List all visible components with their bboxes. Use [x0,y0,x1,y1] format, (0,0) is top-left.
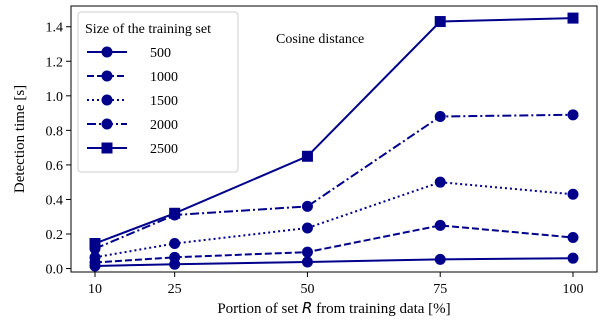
legend-title: Size of the training set [85,22,211,37]
data-point-2000 [567,109,579,121]
legend-marker-2000 [101,118,113,130]
plot-area [70,5,598,273]
legend-marker-500 [101,46,113,58]
legend-item-1000: 1000 [87,70,178,85]
x-tick-label: 75 [433,282,447,297]
legend-item-500: 500 [87,46,171,61]
x-tick-label: 100 [563,282,584,297]
series-line-1000 [94,224,574,264]
y-tick-label: 1.0 [46,90,64,105]
legend-item-2000: 2000 [87,118,178,133]
data-point-2000 [301,200,313,212]
y-tick-label: 1.4 [46,21,64,36]
series-line-1500 [94,181,574,259]
legend-items: 500 1000 1500 2000 2500 [87,46,178,157]
legend-marker-2500 [101,142,113,154]
x-axis-title: Portion of set R from training data [%] [217,299,450,317]
series-2500 [89,12,579,249]
x-tick-label: 25 [168,282,182,297]
data-point-1000 [169,251,181,263]
y-tick-label: 0.0 [46,263,64,278]
chart-annotation: Cosine distance [276,32,364,47]
series-line-500 [94,257,574,267]
data-point-500 [434,253,446,265]
legend-marker-1500 [101,94,113,106]
series-layer [89,12,579,272]
x-axis-title-part: Portion of set [217,301,302,317]
data-point-1500 [169,238,181,249]
x-axis-title-part: from training data [%] [312,301,450,317]
series-line-2000 [94,113,574,250]
legend-item-2500: 2500 [87,142,178,157]
data-point-1000 [434,219,446,231]
data-point-1000 [301,246,313,258]
y-axis: 0.0 0.2 0.4 0.6 0.8 1.0 1.2 1.4 [46,21,71,278]
data-point-1500 [301,222,313,234]
y-tick-label: 0.8 [46,124,64,139]
y-axis-title: Detection time [s] [12,85,28,193]
data-point-2500 [89,238,101,249]
data-point-2500 [434,16,446,28]
data-point-2000 [434,111,446,123]
y-tick-label: 0.4 [46,193,64,208]
y-tick-label: 0.2 [46,228,64,243]
legend-label-2000: 2000 [150,118,178,133]
data-point-500 [301,256,313,268]
series-1000 [89,219,579,268]
legend-label-2500: 2500 [150,142,178,157]
data-point-2500 [567,12,579,24]
legend-label-1000: 1000 [150,70,178,85]
data-point-1000 [567,231,579,243]
data-point-500 [567,252,579,264]
legend-label-1500: 1500 [150,94,178,109]
legend-item-1500: 1500 [87,94,178,109]
legend: Size of the training set 500 1000 1500 2000… [77,11,239,173]
data-point-1500 [89,251,101,263]
series-1500 [89,176,579,263]
x-axis: 10 25 50 75 100 [88,272,584,297]
y-tick-label: 1.2 [46,55,64,70]
data-point-2500 [169,207,181,219]
x-tick-label: 10 [88,282,102,297]
legend-marker-1000 [101,70,113,82]
y-tick-label: 0.6 [46,159,64,174]
data-point-1500 [567,188,579,200]
series-500 [89,252,579,272]
data-point-2500 [301,150,313,162]
legend-label-500: 500 [150,46,171,61]
x-tick-label: 50 [300,282,314,297]
data-point-1500 [434,176,446,188]
x-axis-title-symbol: R [302,299,312,317]
